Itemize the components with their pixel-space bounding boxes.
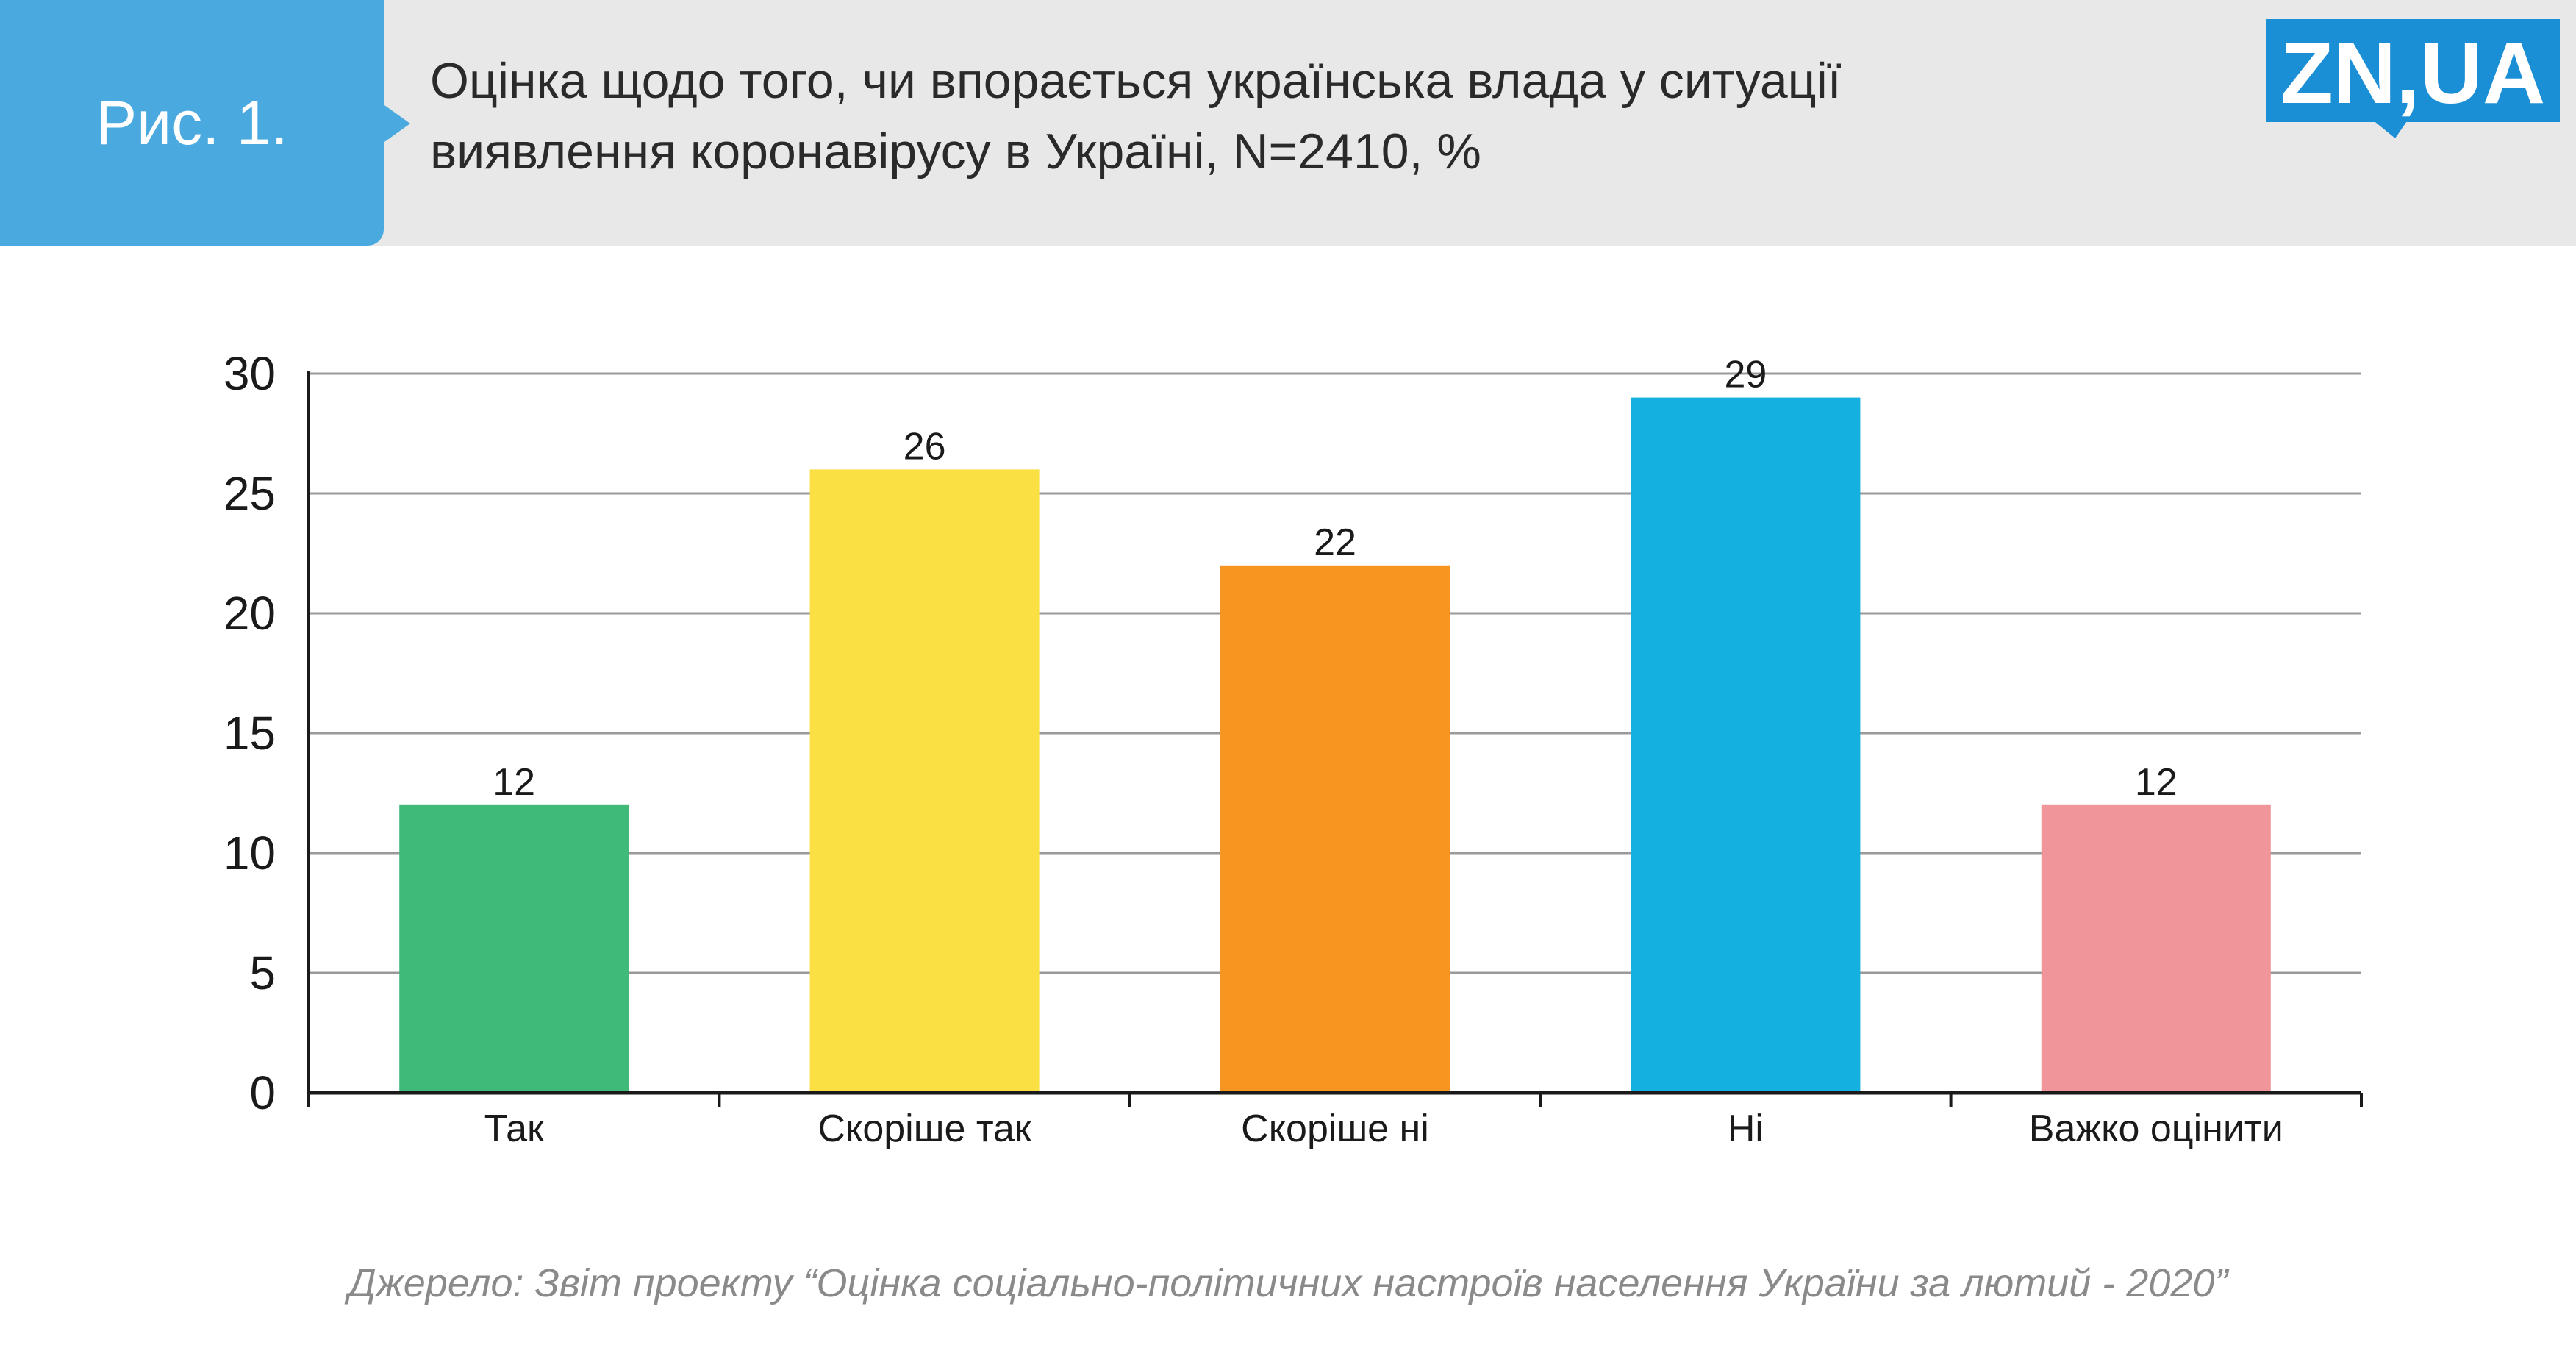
x-tick-label: Так xyxy=(484,1107,544,1150)
source-note: Джерело: Звіт проекту “Оцінка соціально-… xyxy=(348,1261,2228,1305)
bar xyxy=(399,804,629,1093)
y-tick-label: 15 xyxy=(223,707,276,760)
bar xyxy=(1631,397,1861,1093)
x-tick-labels: Так Скоріше так Скоріше ні Ні Важко оцінити xyxy=(484,1107,2283,1150)
figure-tab xyxy=(0,0,384,246)
logo-speech-tail xyxy=(2372,119,2408,138)
y-tick-labels: 0 5 10 15 20 25 30 xyxy=(223,347,276,1119)
bar xyxy=(2041,804,2271,1093)
x-tick-label: Скоріше ні xyxy=(1241,1107,1429,1150)
logo-text: ZN,UA xyxy=(2280,25,2546,122)
y-tick-label: 0 xyxy=(249,1066,276,1119)
x-tick-label: Важко оцінити xyxy=(2029,1107,2283,1150)
bar xyxy=(1220,565,1450,1093)
chart-title-line-2: виявлення коронавірусу в Україні, N=2410… xyxy=(430,124,1481,179)
y-tick-label: 30 xyxy=(223,347,276,400)
header-band xyxy=(0,0,2576,246)
y-tick-label: 25 xyxy=(223,467,276,520)
bars xyxy=(399,397,2271,1093)
axes xyxy=(307,371,2363,1107)
x-tick-label: Скоріше так xyxy=(817,1107,1031,1150)
bar xyxy=(809,469,1040,1093)
data-label: 22 xyxy=(1314,521,1356,564)
figure-label: Рис. 1. xyxy=(96,88,288,157)
logo-background xyxy=(2266,19,2560,122)
data-labels: 12 26 22 29 12 xyxy=(493,354,2177,804)
chart-title-line-1: Оцінка щодо того, чи впорається українсь… xyxy=(430,53,1842,109)
data-label: 12 xyxy=(493,761,535,804)
y-tick-label: 5 xyxy=(249,946,276,999)
data-label: 12 xyxy=(2135,761,2178,804)
x-tick-label: Ні xyxy=(1728,1107,1764,1150)
y-tick-label: 10 xyxy=(223,827,276,880)
figure-tab-pointer xyxy=(379,101,410,146)
data-label: 26 xyxy=(904,425,946,468)
zn-ua-logo: ZN,UA xyxy=(2266,19,2560,138)
data-label: 29 xyxy=(1724,354,1767,396)
chart-title: Оцінка щодо того, чи впорається українсь… xyxy=(430,46,2194,187)
y-tick-label: 20 xyxy=(223,587,276,640)
